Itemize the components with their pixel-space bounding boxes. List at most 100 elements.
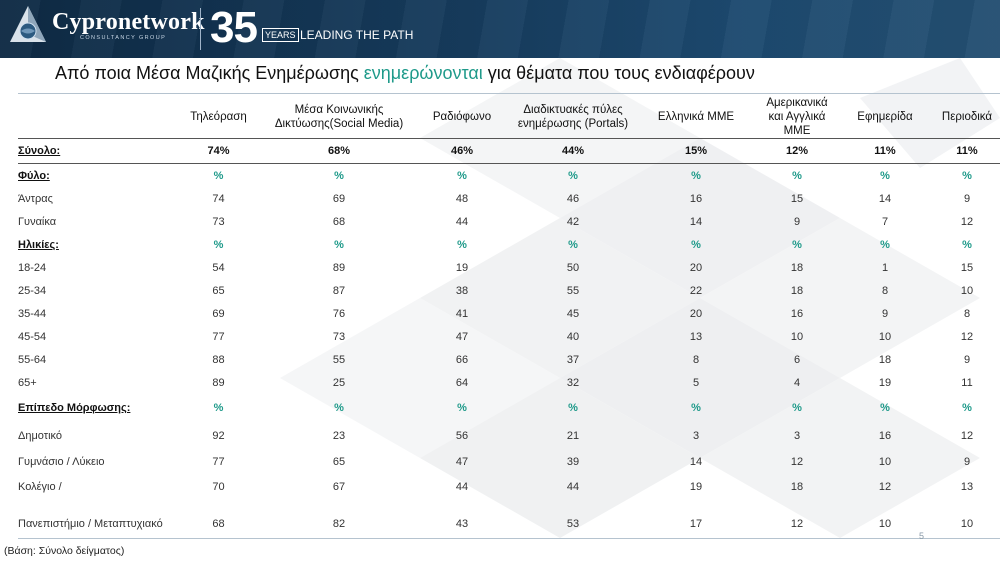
table-cell: 10 (878, 518, 892, 530)
table-cell: 47 (455, 330, 469, 343)
table-cell: 73 (332, 330, 346, 343)
column-header: Ραδιόφωνο (432, 111, 492, 123)
column-header: Διαδικτυακές πύλες ενημέρωσης (Portals) (517, 104, 629, 130)
table-cell: 37 (566, 353, 580, 366)
table-cell: 55 (566, 284, 580, 297)
logo-subtext: CONSULTANCY GROUP (80, 35, 167, 41)
column-header: Αμερικανικά και Αγγλικά ΜΜΕ (766, 97, 828, 137)
row-label: Πανεπιστήμιο / Μεταπτυχιακό (18, 518, 163, 530)
table-cell: 3 (692, 430, 700, 442)
table-cell: 10 (878, 330, 892, 343)
table-cell: 11% (934, 138, 1000, 164)
logo-text: Cypronetwork (52, 9, 205, 35)
header-divider (200, 8, 201, 50)
table-cell: % (880, 238, 890, 251)
table-cell: 66 (455, 353, 469, 366)
table-cell: 8 (692, 353, 700, 366)
background-pattern (280, 58, 1000, 538)
table-cell: 46 (566, 192, 580, 205)
row-label: Άντρας (18, 192, 53, 205)
table-cell: % (457, 238, 467, 251)
table-cell: 38 (455, 284, 469, 297)
anniversary-number: 35 (210, 3, 258, 52)
table-cell: 68 (212, 518, 225, 530)
table-cell: 20 (689, 261, 703, 274)
table-cell: 19 (878, 376, 892, 389)
row-label: Δημοτικό (18, 430, 63, 442)
table-cell: 54 (212, 261, 225, 274)
row-label: Επίπεδο Μόρφωσης: (18, 402, 131, 414)
table-cell: 55 (332, 353, 346, 366)
table-cell: 74% (171, 138, 266, 164)
table-cell: 10 (960, 284, 974, 297)
table-cell: % (880, 402, 890, 414)
table-cell: 65 (212, 284, 225, 297)
table-cell: % (568, 238, 578, 251)
table-cell: 10 (878, 455, 892, 468)
table-cell: 19 (455, 261, 469, 274)
row-label: Γυναίκα (18, 215, 57, 228)
table-cell: 44% (512, 138, 634, 164)
table-cell: % (792, 238, 802, 251)
table-cell: 15% (634, 138, 758, 164)
table-cell: 42 (566, 215, 580, 228)
row-label: 45-54 (18, 330, 47, 343)
table-cell: % (213, 402, 224, 414)
table-row: Άντρας 74 69 48 46 16 15 14 9 (18, 187, 1000, 210)
row-label: 55-64 (18, 353, 47, 366)
anniversary-years: YEARS (262, 28, 299, 42)
table-cell: 45 (566, 307, 580, 320)
table-cell: 77 (212, 330, 225, 343)
row-label: Φύλο: (18, 169, 50, 182)
table-row: Πανεπιστήμιο / Μεταπτυχιακό 68 82 43 53 17 12 1… (18, 501, 1000, 547)
table-cell: 43 (455, 518, 469, 530)
table-cell: 6 (793, 353, 801, 366)
table-cell: 68 (332, 215, 346, 228)
table-cell: 77 (212, 455, 225, 468)
table-cell: 11 (961, 376, 973, 389)
table-cell: 39 (566, 455, 580, 468)
table-cell: 13 (960, 481, 974, 493)
table-cell: 10 (960, 518, 974, 530)
table-row: 65+ 89 25 64 32 5 4 19 11 (18, 371, 1000, 394)
row-label: Ηλικίες: (18, 238, 59, 251)
bottom-rule (18, 538, 1000, 539)
row-label: Σύνολο: (18, 138, 171, 164)
table-cell: % (457, 402, 467, 414)
row-label: Γυμνάσιο / Λύκειο (18, 455, 105, 468)
table-cell: 70 (212, 481, 225, 493)
table-row: 35-44 69 76 41 45 20 16 9 8 (18, 302, 1000, 325)
table-cell: % (691, 238, 701, 251)
table-cell: 41 (455, 307, 469, 320)
table-cell: 64 (455, 376, 469, 389)
table-cell: % (880, 169, 890, 182)
table-cell: 22 (689, 284, 703, 297)
table-cell: 8 (963, 307, 971, 320)
table-row: Γυναίκα 73 68 44 42 14 9 7 12 (18, 210, 1000, 233)
table-cell: 9 (881, 307, 889, 320)
table-cell: 18 (878, 353, 892, 366)
table-cell: % (334, 238, 344, 251)
table-cell: 16 (790, 307, 804, 320)
table-cell: 13 (689, 330, 703, 343)
table-cell: 19 (689, 481, 703, 493)
table-cell: 44 (566, 481, 580, 493)
row-label: 18-24 (18, 261, 47, 274)
table-cell: 12% (758, 138, 836, 164)
table-cell: 46% (412, 138, 512, 164)
table-row: Σύνολο: 74% 68% 46% 44% 15% 12% 11% 11% (18, 138, 1000, 164)
column-header: Εφημερίδα (857, 111, 913, 123)
table-cell: 88 (212, 353, 225, 366)
table-cell: 7 (881, 215, 889, 228)
table-cell: % (568, 402, 578, 414)
table-cell: 5 (692, 376, 700, 389)
table-row: 18-24 54 89 19 50 20 18 1 15 (18, 256, 1000, 279)
top-rule (18, 93, 1000, 94)
table-cell: 23 (332, 430, 346, 442)
table-cell: 68% (266, 138, 412, 164)
results-table: Τηλεόραση Μέσα Κοινωνικής Δικτύωσης(Socia… (18, 96, 1000, 547)
table-cell: 87 (332, 284, 346, 297)
table-cell: % (213, 238, 224, 251)
table-cell: 14 (689, 215, 703, 228)
table-cell: 69 (212, 307, 225, 320)
